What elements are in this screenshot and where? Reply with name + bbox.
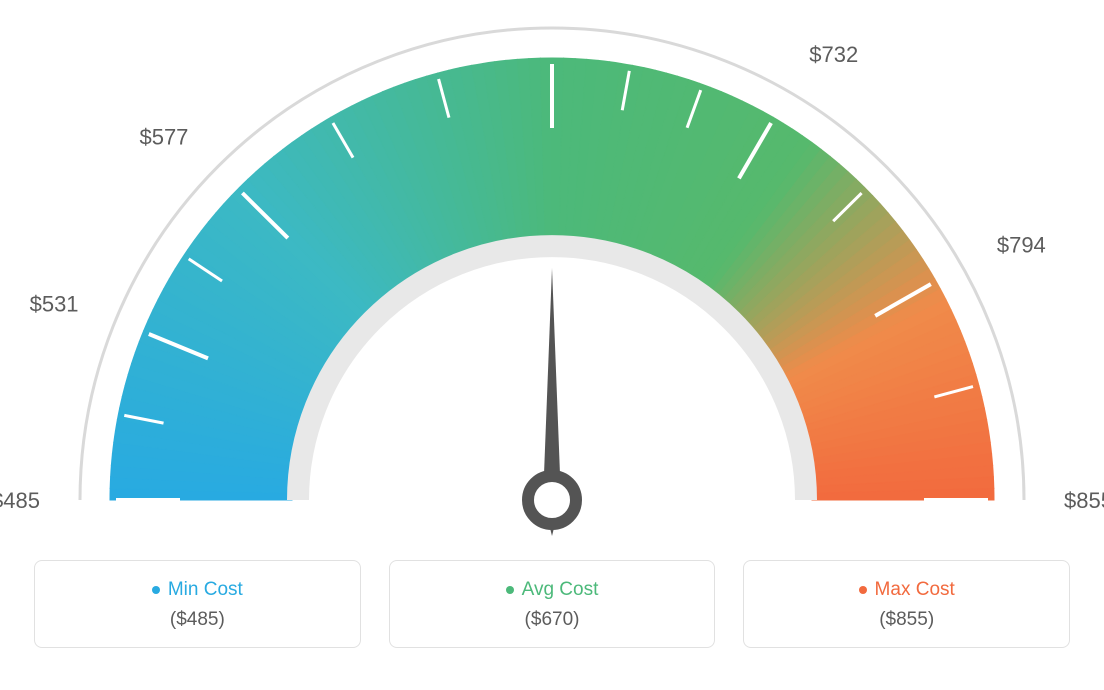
legend-card-max: Max Cost ($855) [743, 560, 1070, 648]
legend-value-min: ($485) [35, 609, 360, 631]
legend-title-text: Min Cost [168, 579, 243, 601]
dot-icon [506, 586, 514, 594]
dot-icon [859, 586, 867, 594]
legend-title-avg: Avg Cost [506, 579, 599, 601]
gauge-chart: $485$531$577$670$732$794$855 [0, 0, 1104, 560]
gauge-svg: $485$531$577$670$732$794$855 [0, 0, 1104, 560]
legend-card-avg: Avg Cost ($670) [389, 560, 716, 648]
tick-label: $577 [139, 125, 188, 150]
dot-icon [152, 586, 160, 594]
legend-title-min: Min Cost [152, 579, 243, 601]
tick-label: $485 [0, 488, 40, 513]
tick-label: $794 [997, 233, 1046, 258]
legend-value-avg: ($670) [390, 609, 715, 631]
gauge-hub [528, 476, 576, 524]
tick-label: $531 [30, 292, 79, 317]
legend-title-max: Max Cost [859, 579, 955, 601]
tick-label: $855 [1064, 488, 1104, 513]
legend-title-text: Max Cost [875, 579, 955, 601]
legend-row: Min Cost ($485) Avg Cost ($670) Max Cost… [0, 560, 1104, 648]
legend-value-max: ($855) [744, 609, 1069, 631]
legend-title-text: Avg Cost [522, 579, 599, 601]
tick-label: $732 [809, 42, 858, 67]
legend-card-min: Min Cost ($485) [34, 560, 361, 648]
